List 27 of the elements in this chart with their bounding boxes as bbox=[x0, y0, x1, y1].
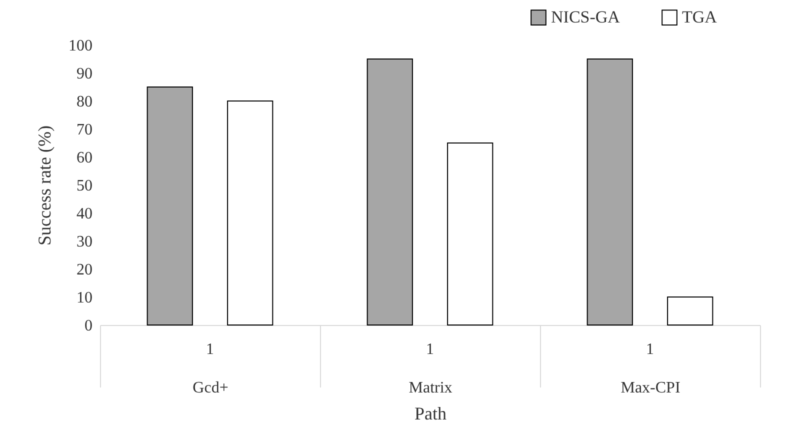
x-tick-label: Gcd+ bbox=[192, 380, 228, 396]
y-tick-label: 60 bbox=[76, 150, 92, 166]
y-tick-label: 30 bbox=[76, 234, 92, 250]
text: 1 bbox=[426, 341, 434, 358]
y-tick-label: 20 bbox=[76, 262, 92, 278]
bar bbox=[366, 58, 413, 326]
bar bbox=[227, 100, 274, 326]
y-tick-label: 100 bbox=[68, 38, 92, 54]
x-tick-label: Max-CPI bbox=[620, 380, 680, 396]
bar bbox=[447, 142, 494, 326]
x-axis-title: Path bbox=[414, 404, 447, 424]
y-axis-title: Success rate (%) bbox=[34, 126, 54, 246]
y-tick-label: 80 bbox=[76, 94, 92, 110]
bar bbox=[667, 296, 714, 326]
y-tick-label: 50 bbox=[76, 178, 92, 194]
y-tick-label: 90 bbox=[76, 66, 92, 82]
legend-label: TGA bbox=[682, 8, 718, 27]
y-tick-label: 0 bbox=[84, 318, 92, 334]
y-tick-label: 40 bbox=[76, 206, 92, 222]
legend-label: NICS-GA bbox=[551, 8, 621, 27]
text: 1 bbox=[206, 341, 214, 358]
text: 1 bbox=[646, 341, 654, 358]
y-tick-label: 10 bbox=[76, 290, 92, 306]
y-tick-label: 70 bbox=[76, 122, 92, 138]
bar bbox=[146, 86, 193, 326]
bar bbox=[586, 58, 633, 326]
x-tick-label: Matrix bbox=[408, 380, 452, 396]
